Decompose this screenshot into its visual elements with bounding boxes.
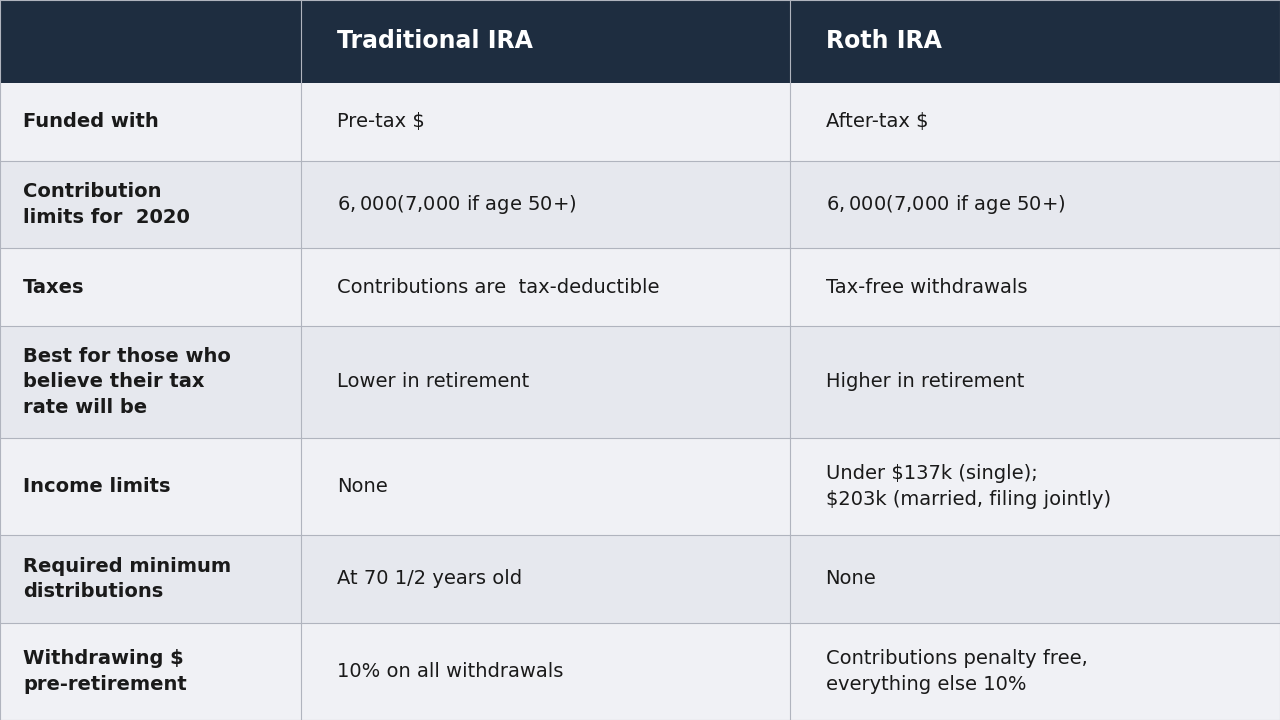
Bar	[790, 248, 1280, 326]
Text: Higher in retirement: Higher in retirement	[826, 372, 1024, 392]
Bar	[790, 438, 1280, 535]
Bar	[301, 83, 790, 161]
Text: Required minimum
distributions: Required minimum distributions	[23, 557, 232, 601]
Text: Under $137k (single);
$203k (married, filing jointly): Under $137k (single); $203k (married, fi…	[826, 464, 1111, 509]
Text: Taxes: Taxes	[23, 278, 84, 297]
Bar	[790, 0, 1280, 83]
Text: $6,000 ($7,000 if age 50+): $6,000 ($7,000 if age 50+)	[826, 193, 1065, 216]
Bar	[0, 161, 301, 248]
Bar	[790, 161, 1280, 248]
Text: None: None	[826, 570, 877, 588]
Text: At 70 1/2 years old: At 70 1/2 years old	[337, 570, 522, 588]
Bar	[0, 0, 301, 83]
Text: Roth IRA: Roth IRA	[826, 30, 942, 53]
Bar	[301, 248, 790, 326]
Text: Contributions penalty free,
everything else 10%: Contributions penalty free, everything e…	[826, 649, 1087, 694]
Text: Contributions are  tax-deductible: Contributions are tax-deductible	[337, 278, 659, 297]
Bar	[301, 623, 790, 720]
Text: None: None	[337, 477, 388, 496]
Bar	[0, 535, 301, 623]
Bar	[790, 623, 1280, 720]
Text: Contribution
limits for  2020: Contribution limits for 2020	[23, 182, 189, 227]
Bar	[0, 83, 301, 161]
Bar	[0, 623, 301, 720]
Bar	[301, 0, 790, 83]
Bar	[790, 535, 1280, 623]
Bar	[301, 326, 790, 438]
Text: Traditional IRA: Traditional IRA	[337, 30, 532, 53]
Text: Lower in retirement: Lower in retirement	[337, 372, 529, 392]
Text: Withdrawing $
pre-retirement: Withdrawing $ pre-retirement	[23, 649, 187, 694]
Text: After-tax $: After-tax $	[826, 112, 928, 131]
Text: Pre-tax $: Pre-tax $	[337, 112, 425, 131]
Text: 10% on all withdrawals: 10% on all withdrawals	[337, 662, 563, 681]
Bar	[0, 326, 301, 438]
Text: Best for those who
believe their tax
rate will be: Best for those who believe their tax rat…	[23, 347, 230, 417]
Bar	[790, 326, 1280, 438]
Text: Tax-free withdrawals: Tax-free withdrawals	[826, 278, 1027, 297]
Bar	[0, 248, 301, 326]
Text: Funded with: Funded with	[23, 112, 159, 131]
Text: $6,000 ($7,000 if age 50+): $6,000 ($7,000 if age 50+)	[337, 193, 576, 216]
Bar	[790, 83, 1280, 161]
Bar	[0, 438, 301, 535]
Bar	[301, 535, 790, 623]
Bar	[301, 161, 790, 248]
Bar	[301, 438, 790, 535]
Text: Income limits: Income limits	[23, 477, 170, 496]
